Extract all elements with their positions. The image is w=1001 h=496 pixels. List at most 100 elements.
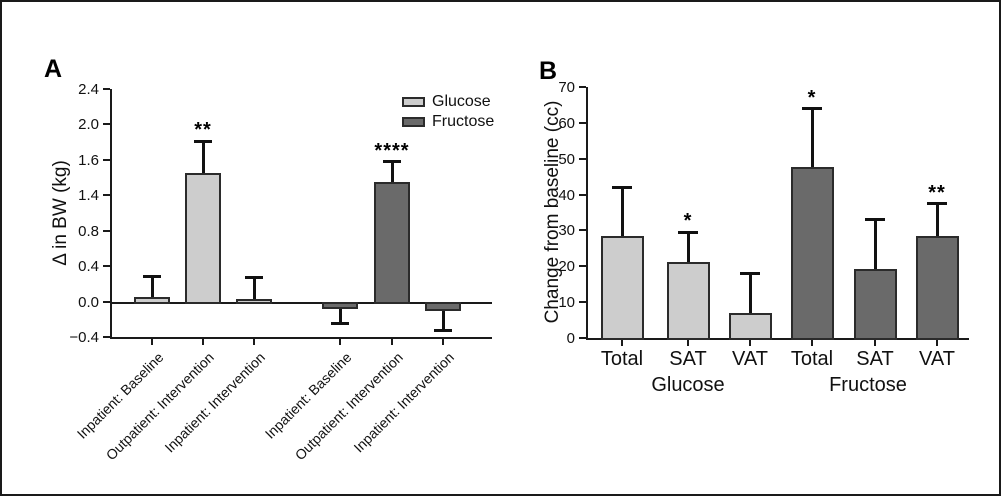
y-tick-label: 0.4	[78, 258, 99, 276]
bar-glucose-2	[728, 312, 772, 340]
y-tick-label: 30	[558, 222, 575, 240]
bar-fructose-1	[853, 269, 897, 340]
x-tick-mark	[339, 339, 341, 345]
y-tick-mark	[579, 157, 586, 160]
y-tick-label: 40	[558, 186, 575, 204]
x-tick-mark	[936, 340, 938, 346]
y-tick-label: 0.8	[78, 222, 99, 240]
y-tick-label: 1.4	[78, 187, 99, 205]
y-tick-label: 2.0	[78, 116, 99, 134]
error-bar-cap	[865, 218, 885, 222]
y-tick-label: 70	[558, 79, 575, 96]
y-tick-mark	[103, 300, 110, 303]
panel-a-letter: A	[44, 55, 63, 83]
error-bar-cap	[612, 185, 632, 189]
y-tick-mark	[103, 265, 110, 268]
bar-fructose-0	[322, 301, 358, 309]
y-tick-mark	[579, 86, 586, 88]
y-tick-label: −0.4	[69, 329, 99, 346]
y-tick-mark	[103, 123, 110, 126]
y-tick-mark	[103, 229, 110, 232]
y-axis-line	[110, 89, 112, 339]
bar-glucose-1	[185, 173, 221, 304]
x-tick-mark	[442, 339, 444, 345]
error-bar-whisker	[686, 232, 690, 262]
error-bar-cap	[194, 139, 212, 143]
x-tick-mark	[874, 340, 876, 346]
error-bar-whisker	[748, 273, 752, 313]
panel-b-letter: B	[539, 57, 558, 85]
legend: Glucose Fructose	[402, 92, 494, 132]
y-tick-mark	[579, 229, 586, 232]
x-axis-line	[110, 337, 492, 339]
error-bar-cap	[802, 107, 822, 110]
y-tick-mark	[103, 158, 110, 161]
y-tick-mark	[103, 88, 110, 90]
error-bar-cap	[678, 230, 698, 234]
significance-marker: *	[807, 86, 817, 109]
x-tick-mark	[749, 340, 751, 346]
legend-swatch-fructose	[402, 117, 425, 127]
y-tick-label: 0.0	[78, 293, 99, 311]
x-tick-label: VAT	[919, 348, 955, 370]
y-tick-label: 10	[558, 294, 575, 312]
x-tick-mark	[391, 339, 393, 345]
error-bar-whisker	[390, 161, 394, 182]
legend-row: Glucose	[402, 92, 494, 112]
x-tick-mark	[621, 340, 623, 346]
x-tick-label: VAT	[732, 348, 768, 370]
error-bar-whisker	[810, 108, 814, 167]
significance-marker: ****	[374, 139, 410, 162]
x-tick-label: Total	[600, 348, 644, 370]
x-axis-line	[586, 338, 969, 340]
panel-b-y-axis-title: Change from baseline (cc)	[542, 100, 563, 324]
x-tick-label: SAT	[669, 348, 707, 370]
legend-label: Fructose	[432, 113, 495, 130]
error-bar-cap	[143, 275, 161, 279]
legend-row: Fructose	[402, 112, 494, 132]
error-bar-whisker	[935, 203, 939, 236]
bar-glucose-0	[134, 297, 170, 304]
zero-line	[112, 301, 492, 304]
x-tick-mark	[253, 339, 255, 345]
error-bar-whisker	[252, 277, 256, 299]
significance-marker: **	[928, 181, 946, 204]
x-tick-label: SAT	[856, 348, 894, 370]
y-tick-label: 2.4	[78, 81, 99, 98]
bar-glucose-0	[600, 235, 644, 340]
x-tick-mark	[151, 339, 153, 345]
y-tick-mark	[579, 301, 586, 304]
x-tick-mark	[687, 340, 689, 346]
error-bar-whisker	[201, 141, 205, 174]
bar-glucose-2	[236, 298, 272, 304]
bar-fructose-0	[790, 166, 834, 340]
y-tick-mark	[579, 265, 586, 268]
error-bar-cap	[434, 329, 452, 333]
error-bar-whisker	[338, 308, 342, 324]
y-tick-label: 60	[558, 114, 575, 132]
y-tick-mark	[579, 337, 586, 339]
y-tick-label: 0	[566, 330, 575, 347]
error-bar-cap	[927, 202, 947, 206]
error-bar-whisker	[441, 311, 445, 331]
error-bar-whisker	[873, 219, 877, 270]
error-bar-whisker	[150, 276, 154, 298]
bar-fructose-2	[425, 301, 461, 312]
error-bar-cap	[245, 276, 263, 280]
group-label-glucose: Glucose	[651, 374, 725, 396]
y-tick-mark	[579, 121, 586, 124]
error-bar-whisker	[620, 187, 624, 236]
bar-fructose-1	[374, 182, 410, 304]
error-bar-cap	[331, 322, 349, 326]
bar-fructose-2	[915, 235, 959, 340]
x-tick-mark	[811, 340, 813, 346]
legend-label: Glucose	[432, 93, 491, 110]
error-bar-cap	[740, 271, 760, 275]
y-tick-label: 1.6	[78, 151, 99, 169]
bar-glucose-1	[666, 261, 710, 340]
y-tick-label: 50	[558, 150, 575, 168]
significance-marker: **	[194, 119, 212, 142]
